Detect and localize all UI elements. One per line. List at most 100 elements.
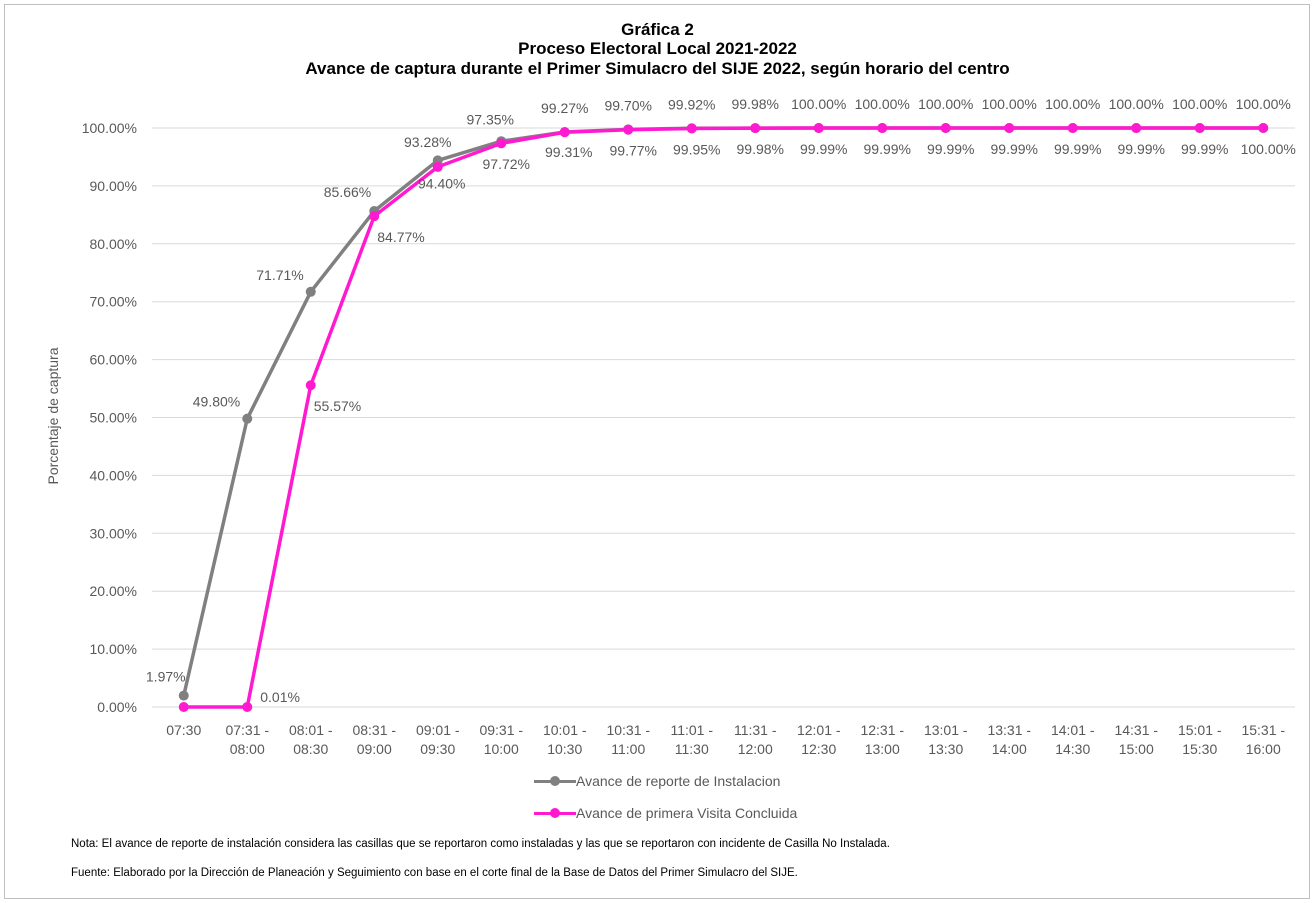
x-tick-label: 11:01 - [670,722,713,738]
x-tick-label: 09:01 - [416,722,460,738]
data-point [877,123,888,133]
x-tick-label: 13:30 [928,741,963,757]
x-tick-label: 09:31 - [479,722,523,738]
x-tick-label: 11:31 - [734,722,777,738]
chart-frame [4,4,1310,899]
data-point [940,123,951,133]
data-label: 0.01% [260,689,300,705]
data-label: 100.00% [1241,141,1296,157]
x-tick-label: 13:01 - [924,722,968,738]
data-label: 55.57% [314,398,361,414]
data-label: 100.00% [791,96,846,112]
data-label: 97.72% [483,156,530,172]
data-label: 100.00% [855,96,910,112]
x-tick-label: 12:01 - [797,722,841,738]
data-point [813,123,824,133]
data-label: 100.00% [1172,96,1227,112]
legend-label-instalacion: Avance de reporte de Instalacion [576,773,781,789]
data-label: 99.99% [1054,141,1101,157]
data-point [559,127,570,138]
data-label: 85.66% [324,184,371,200]
data-label: 99.99% [1181,141,1228,157]
series-line-1 [182,126,1265,709]
data-point [496,138,507,149]
chart-subtitle: Proceso Electoral Local 2021-2022 [518,39,797,58]
data-label: 99.70% [605,98,652,114]
x-tick-label: 12:30 [801,741,836,757]
legend-swatch-instalacion [534,771,576,791]
data-label: 99.99% [927,141,974,157]
x-tick-label: 09:30 [420,741,455,757]
x-tick-label: 08:01 - [289,722,333,738]
chart-note: Nota: El avance de reporte de instalació… [71,838,890,850]
x-tick-label: 10:30 [547,741,582,757]
x-tick-label: 14:00 [992,741,1027,757]
y-tick-label: 50.00% [90,410,137,426]
data-point [305,380,316,391]
x-tick-label: 13:00 [865,741,900,757]
y-axis-label: Porcentaje de captura [45,347,61,485]
legend-marker-visita [550,808,560,818]
x-tick-label: 15:01 - [1178,722,1222,738]
legend-marker-instalacion [550,776,560,786]
x-tick-label: 12:31 - [860,722,904,738]
x-tick-label: 08:31 - [352,722,396,738]
data-label: 99.99% [1118,141,1165,157]
x-tick-label: 14:01 - [1051,722,1095,738]
legend-label-visita: Avance de primera Visita Concluida [576,805,798,821]
x-tick-label: 08:30 [293,741,328,757]
data-label: 99.31% [545,144,592,160]
data-label: 71.71% [256,267,303,283]
data-label: 49.80% [193,394,240,410]
data-label: 99.95% [673,141,720,157]
data-label: 1.97% [146,669,186,685]
data-point [1131,123,1142,133]
chart-legend: Avance de reporte de Instalacion Avance … [534,770,797,834]
data-label: 94.40% [418,175,465,191]
data-label: 84.77% [377,229,424,245]
data-point [242,701,253,712]
chart-description: Avance de captura durante el Primer Simu… [305,59,1010,78]
x-tick-label: 07:31 - [225,722,269,738]
data-point [750,123,761,134]
x-tick-label: 11:00 [611,741,645,757]
x-tick-label: 15:00 [1119,741,1154,757]
x-tick-label: 12:00 [738,741,773,757]
y-tick-label: 0.00% [97,699,137,715]
x-tick-label: 07:30 [166,722,201,738]
data-label: 99.77% [610,142,657,158]
x-tick-label: 14:31 - [1114,722,1158,738]
data-label: 99.99% [991,141,1038,157]
y-tick-label: 70.00% [90,294,137,310]
x-tick-label: 09:00 [357,741,392,757]
data-point [432,161,443,172]
y-tick-label: 90.00% [90,178,137,194]
y-tick-label: 20.00% [90,583,137,599]
y-tick-label: 40.00% [90,467,137,483]
data-label: 99.98% [737,141,784,157]
x-tick-label: 15:30 [1182,741,1217,757]
data-label: 93.28% [404,134,451,150]
legend-swatch-visita [534,803,576,823]
x-tick-label: 08:00 [230,741,265,757]
y-tick-label: 10.00% [90,641,137,657]
legend-item-visita: Avance de primera Visita Concluida [534,802,797,824]
x-tick-label: 15:31 - [1241,722,1285,738]
data-label: 99.99% [800,141,847,157]
data-point [623,124,634,135]
x-tick-label: 10:00 [484,741,519,757]
data-label: 100.00% [918,96,973,112]
data-label: 99.99% [864,141,911,157]
data-point [242,413,253,424]
data-point [686,123,697,134]
data-point [1258,123,1269,133]
data-label: 100.00% [982,96,1037,112]
data-point [1067,123,1078,133]
data-label: 100.00% [1109,96,1164,112]
data-label: 97.35% [467,111,514,127]
x-tick-label: 14:30 [1055,741,1090,757]
data-point [305,286,316,297]
data-point [178,690,189,701]
x-tick-label: 10:31 - [606,722,650,738]
